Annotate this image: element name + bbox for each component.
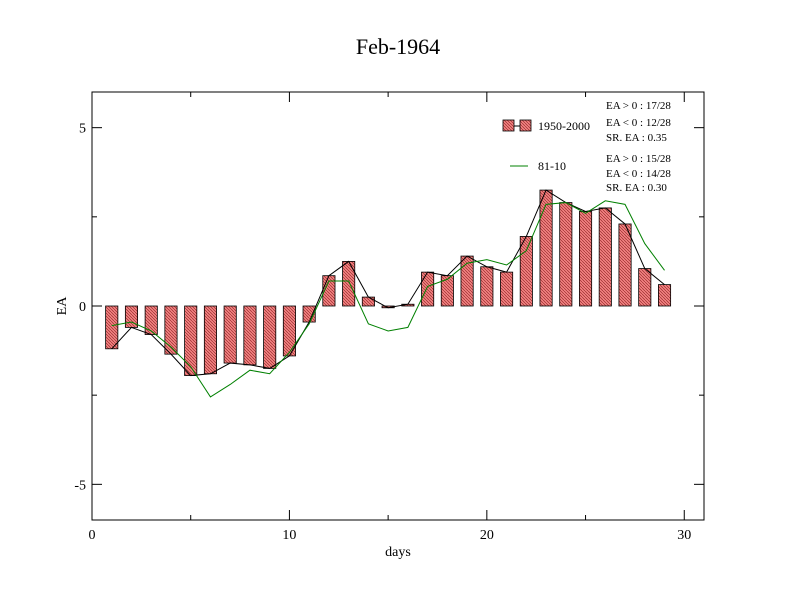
bar (243, 305, 257, 366)
y-tick-label: -5 (74, 478, 86, 493)
bar (223, 305, 237, 364)
legend: 1950-2000 81-10 EA > 0 : 17/28 EA < 0 : … (502, 100, 671, 194)
bar (559, 202, 573, 307)
bar (618, 223, 632, 307)
bar (638, 268, 652, 307)
bar (361, 296, 375, 307)
x-tick-label: 20 (480, 528, 494, 543)
bar (658, 284, 672, 307)
bar (144, 305, 158, 335)
bar (500, 271, 514, 307)
bar (203, 305, 217, 375)
stats-1-line-3: SR. EA : 0.35 (606, 132, 667, 144)
y-tick-label: 0 (79, 300, 86, 315)
series-line-1950-2000 (111, 189, 665, 377)
bar (105, 305, 119, 350)
bar (598, 207, 612, 307)
bars-layer (105, 189, 672, 376)
chart-title: Feb-1964 (356, 34, 440, 59)
plot-frame (91, 91, 705, 521)
legend-label-series-2: 81-10 (538, 159, 566, 173)
stats-2-line-2: EA < 0 : 14/28 (606, 168, 671, 180)
bar (184, 305, 198, 376)
lines-layer (111, 189, 665, 398)
bar (263, 305, 277, 369)
bar (440, 275, 454, 307)
stats-2-line-3: SR. EA : 0.30 (606, 182, 667, 194)
bar (480, 266, 494, 307)
stats-1-line-2: EA < 0 : 12/28 (606, 117, 671, 129)
x-tick-label: 10 (282, 528, 296, 543)
bar (539, 189, 553, 307)
legend-swatch-left (502, 119, 515, 132)
legend-swatch-right (519, 119, 532, 132)
bar (421, 271, 435, 307)
y-axis-label: EA (55, 296, 70, 316)
bar (579, 211, 593, 307)
x-axis-label: days (385, 545, 411, 560)
x-tick-label: 0 (89, 528, 96, 543)
axes-layer: 0 10 20 30 -5 0 5 (74, 92, 704, 543)
series-line-81-10 (111, 200, 665, 398)
stats-1-line-1: EA > 0 : 17/28 (606, 100, 671, 112)
legend-label-series-1: 1950-2000 (538, 119, 590, 133)
x-tick-label: 30 (677, 528, 691, 543)
bar (519, 236, 533, 307)
stats-2-line-1: EA > 0 : 15/28 (606, 153, 671, 165)
y-tick-label: 5 (79, 122, 86, 137)
bar (342, 261, 356, 307)
